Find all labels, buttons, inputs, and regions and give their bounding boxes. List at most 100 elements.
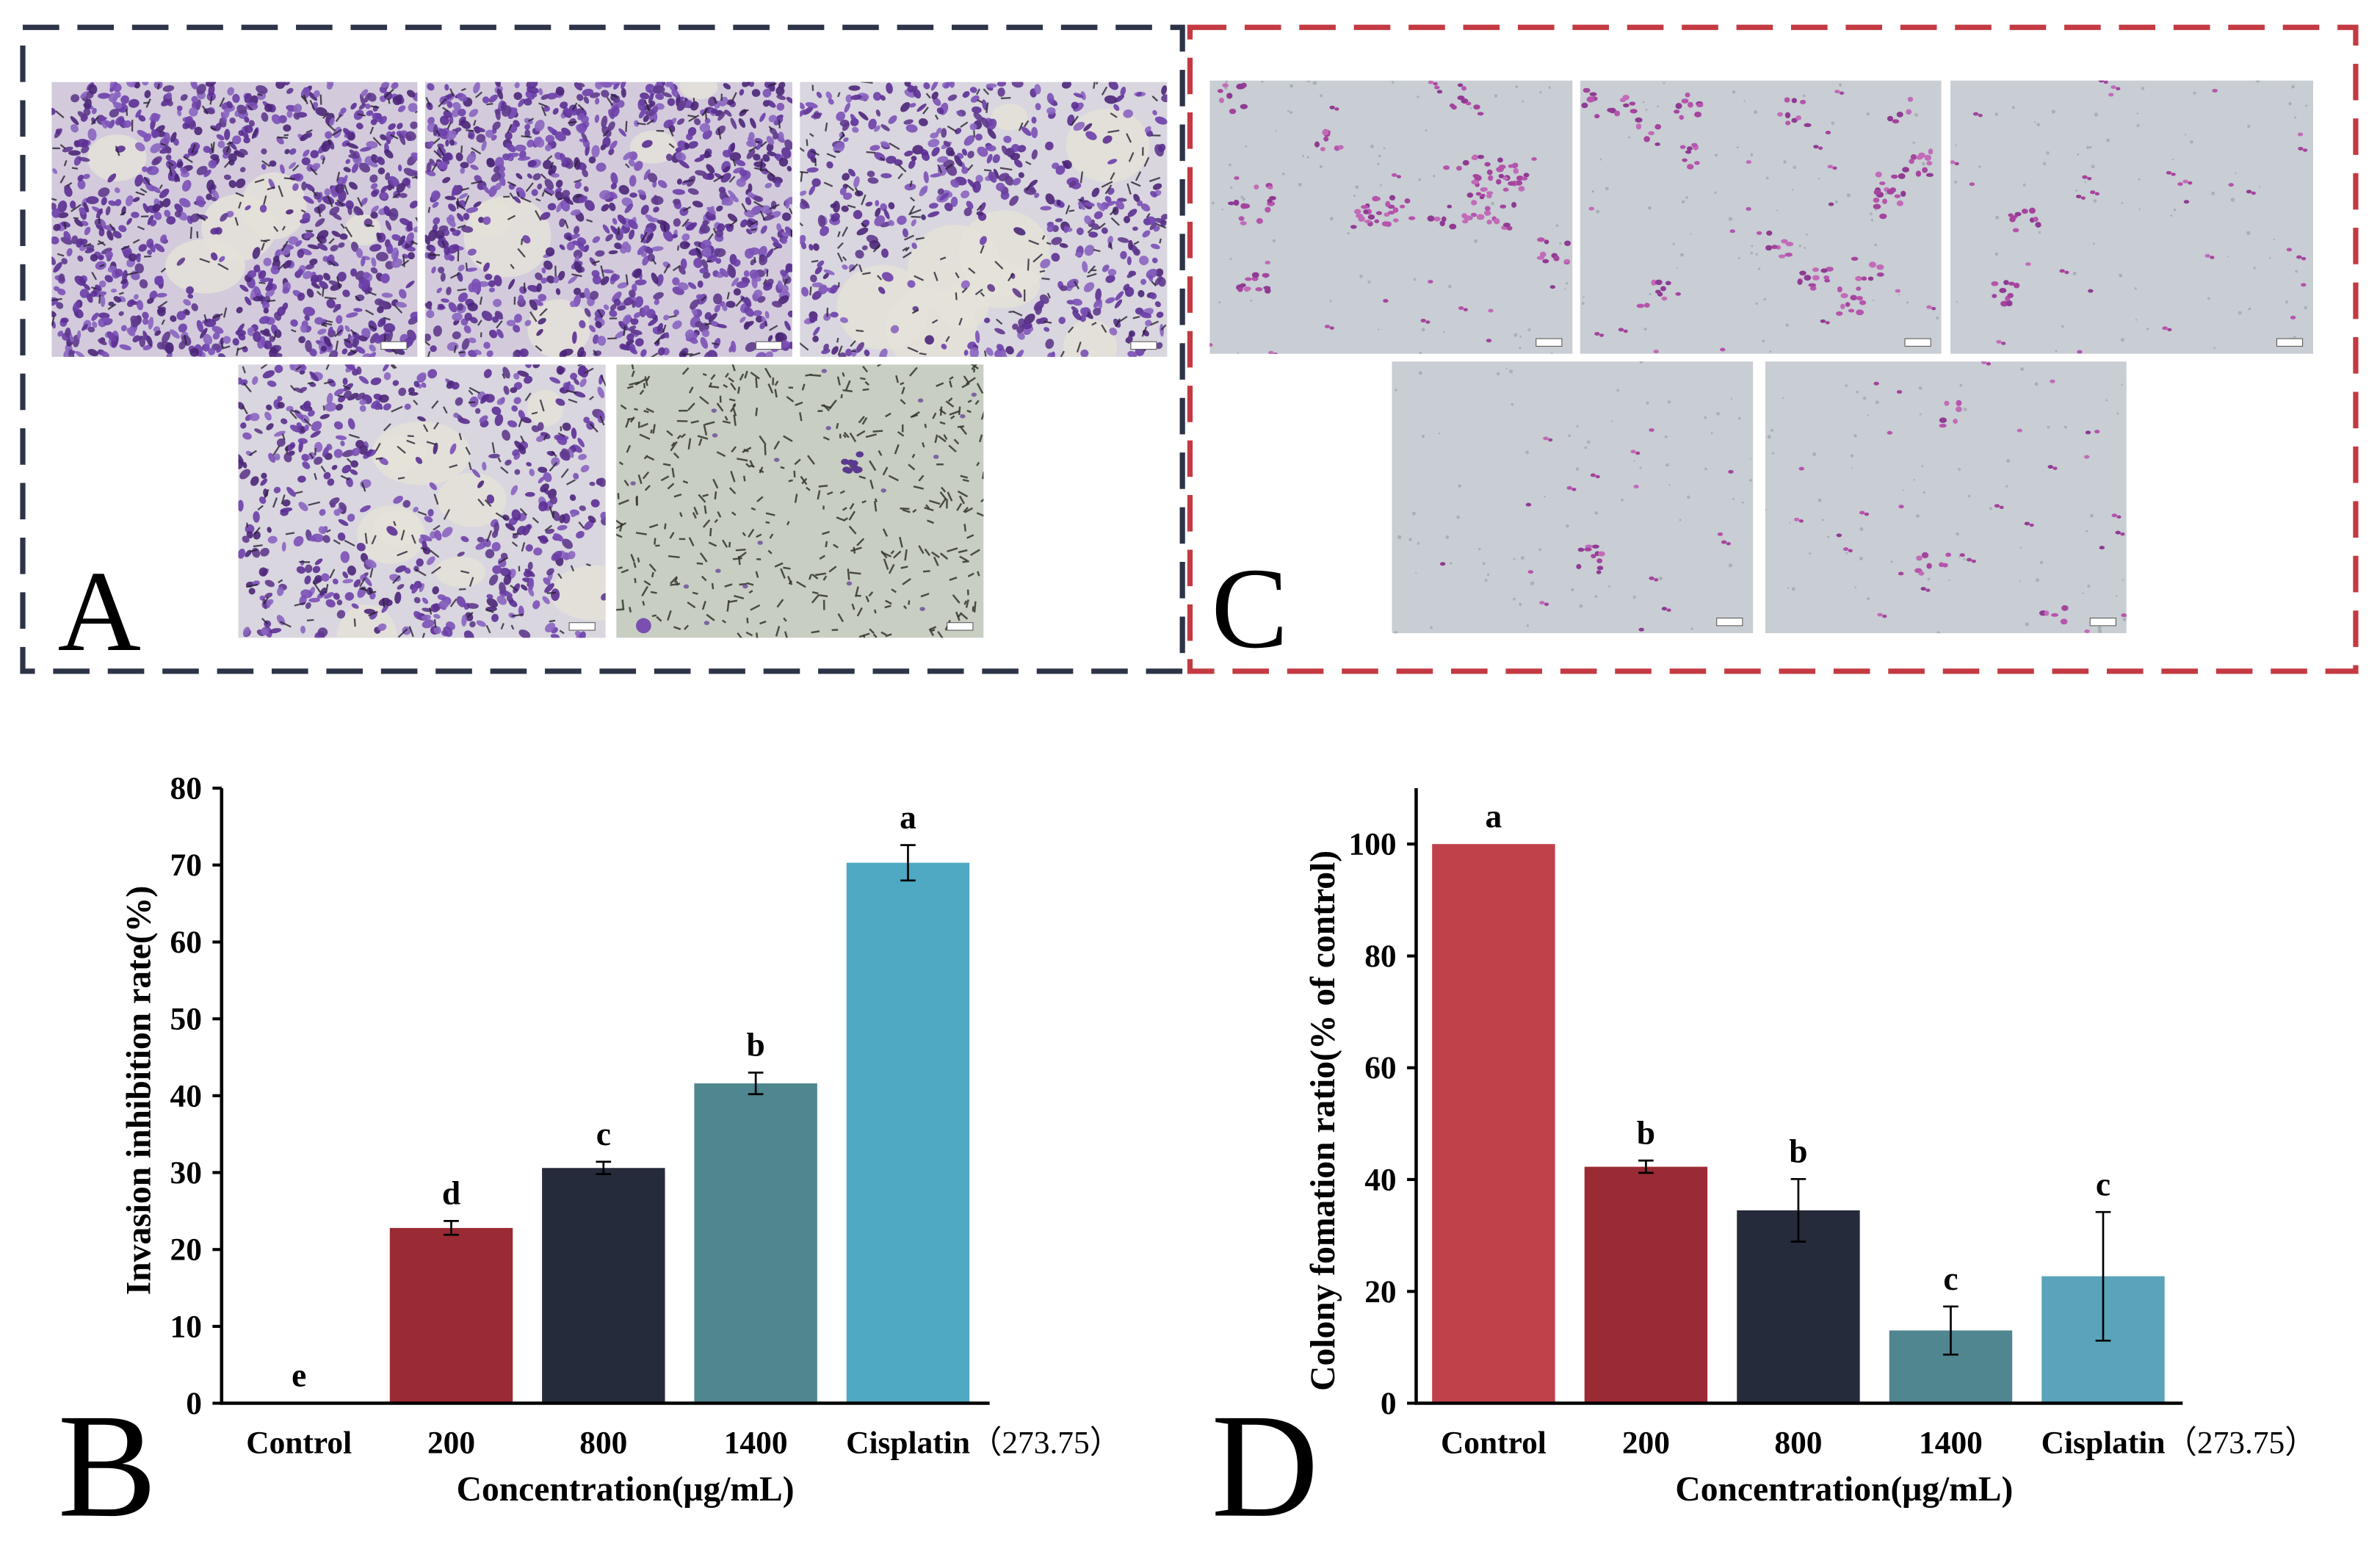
panel-c-micrographs (1209, 80, 2314, 634)
speck (1995, 215, 2000, 220)
pore (219, 97, 225, 107)
pore (544, 524, 553, 532)
micrograph-a5 (616, 364, 984, 638)
cell (894, 159, 903, 166)
cell (522, 235, 531, 244)
speck (1571, 588, 1574, 592)
cell (905, 124, 918, 133)
cell (697, 280, 703, 288)
cell (1160, 214, 1168, 220)
cell (2080, 196, 2086, 200)
speck (2122, 579, 2124, 581)
speck (1391, 81, 1395, 84)
cell (245, 102, 258, 111)
cell (775, 332, 787, 342)
cell (422, 619, 435, 629)
pore (681, 367, 690, 375)
speck (2106, 138, 2110, 142)
speck (1867, 414, 1869, 416)
cell (260, 478, 268, 486)
cell (1543, 436, 1549, 441)
cell (238, 499, 244, 512)
y-tick-label: 40 (1364, 1162, 1396, 1197)
pore (55, 110, 65, 119)
cell (317, 627, 328, 638)
cell (762, 214, 775, 221)
cell (589, 291, 599, 300)
pore (728, 599, 738, 604)
pore (83, 242, 92, 248)
cell (676, 178, 682, 185)
pore (1110, 112, 1118, 118)
clear-area (344, 214, 381, 246)
cell (954, 155, 963, 167)
cell (1826, 267, 1834, 272)
cell (284, 148, 290, 154)
speck (1685, 196, 1688, 199)
speck (1628, 136, 1631, 139)
speck (2116, 412, 2119, 415)
cell (1892, 119, 1900, 124)
cell (58, 273, 65, 282)
pore (1135, 171, 1142, 181)
pore (397, 628, 408, 638)
speck (1355, 185, 1359, 189)
pore (817, 490, 821, 500)
cell (559, 244, 565, 250)
cell (809, 316, 817, 323)
cell (208, 347, 216, 355)
speck (1741, 501, 1744, 504)
cell (113, 102, 123, 109)
cell (1924, 154, 1932, 161)
pore (157, 300, 168, 309)
cell (1477, 112, 1484, 116)
x-tick-label: Control (246, 1426, 352, 1461)
cell (502, 367, 510, 379)
speck (1845, 552, 1848, 555)
pore (414, 110, 418, 114)
cell (826, 161, 833, 169)
pore (901, 386, 905, 394)
cell (536, 328, 543, 336)
cell (1055, 218, 1063, 223)
pore (446, 122, 452, 130)
speck (2293, 336, 2296, 339)
pore (413, 400, 419, 405)
cell (305, 602, 311, 610)
cell (126, 195, 134, 206)
speck (2238, 311, 2242, 315)
speck (1415, 572, 1417, 574)
cell (290, 319, 298, 327)
pore (648, 524, 659, 529)
pore (639, 433, 651, 440)
cell (336, 599, 343, 606)
cell (554, 191, 564, 201)
cell (1076, 227, 1084, 236)
cell (2298, 146, 2304, 151)
pore (477, 498, 485, 507)
cell (225, 211, 234, 217)
cell (106, 230, 114, 241)
cell (842, 264, 848, 270)
pore (786, 521, 790, 526)
pore (970, 364, 979, 370)
cell (1399, 204, 1406, 209)
pore (925, 93, 931, 99)
cell (493, 165, 500, 173)
speck (1757, 267, 1761, 270)
pore (800, 170, 809, 174)
cell (460, 167, 466, 174)
cell (1812, 267, 1820, 272)
pore (626, 444, 632, 453)
speck (1716, 411, 1721, 416)
cell (572, 240, 585, 247)
cell (315, 106, 328, 117)
speck (1743, 100, 1746, 102)
cell (610, 303, 617, 311)
pore (810, 374, 822, 377)
pore (957, 612, 963, 618)
cell (576, 530, 585, 539)
cell (1594, 114, 1600, 119)
cell (2302, 148, 2308, 152)
cell (1066, 278, 1079, 289)
